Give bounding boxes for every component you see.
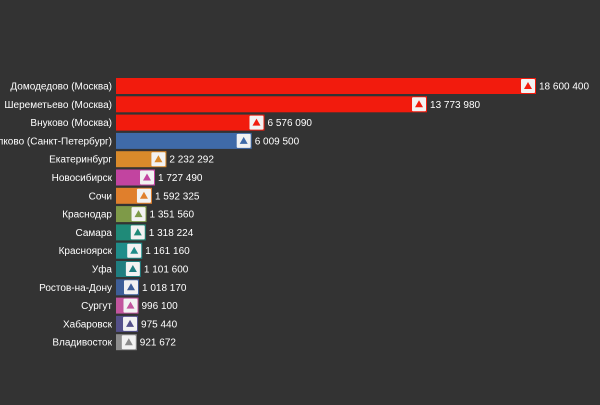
category-label: Красноярск xyxy=(59,246,113,257)
category-label: Шереметьево (Москва) xyxy=(4,100,112,111)
value-label: 921 672 xyxy=(140,338,177,349)
bar-row: Самара 1 318 224 xyxy=(76,224,194,241)
bar-row: Владивосток 921 672 xyxy=(52,334,177,351)
category-label: Домодедово (Москва) xyxy=(10,82,112,93)
airport-logo-icon xyxy=(521,79,535,93)
airport-logo-icon xyxy=(127,243,142,258)
category-label: Екатеринбург xyxy=(49,154,112,166)
value-label: 18 600 400 xyxy=(539,82,589,93)
category-label: Хабаровск xyxy=(63,318,113,330)
airport-logo-icon xyxy=(123,298,138,313)
bar xyxy=(116,132,252,149)
value-label: 996 100 xyxy=(141,301,178,312)
airport-logo-icon xyxy=(236,133,251,148)
value-label: 1 018 170 xyxy=(142,283,187,294)
bar-row: Шереметьево (Москва) 13 773 980 xyxy=(4,96,481,113)
bar-row: Пулково (Санкт-Петербург) 6 009 500 xyxy=(0,132,300,149)
bar-row: Хабаровск 975 440 xyxy=(63,315,178,332)
airport-logo-icon xyxy=(131,207,146,222)
value-label: 1 351 560 xyxy=(150,210,195,221)
bar-row: Красноярск 1 161 160 xyxy=(59,242,190,259)
value-label: 1 592 325 xyxy=(155,191,200,202)
airport-logo-icon xyxy=(249,115,264,130)
airport-logo-icon xyxy=(151,152,166,167)
category-label: Уфа xyxy=(92,264,113,276)
category-label: Владивосток xyxy=(52,338,112,349)
value-label: 6 576 090 xyxy=(267,118,312,129)
category-label: Краснодар xyxy=(62,210,112,221)
airport-logo-icon xyxy=(412,97,427,112)
bar-row: Сургут 996 100 xyxy=(81,297,178,314)
value-label: 1 161 160 xyxy=(145,246,190,257)
airport-logo-icon xyxy=(125,262,140,276)
bar-row: Екатеринбург 2 232 292 xyxy=(49,151,214,168)
airport-logo-icon xyxy=(130,225,145,240)
bar-row: Ростов-на-Дону 1 018 170 xyxy=(39,279,187,296)
category-label: Сургут xyxy=(81,301,112,312)
category-label: Новосибирск xyxy=(52,172,113,184)
bar-row: Уфа 1 101 600 xyxy=(92,261,189,277)
category-label: Самара xyxy=(76,228,113,239)
category-label: Пулково (Санкт-Петербург) xyxy=(0,135,112,147)
bar-row: Внуково (Москва) 6 576 090 xyxy=(30,114,312,131)
value-label: 6 009 500 xyxy=(255,136,300,147)
bar-row: Домодедово (Москва) 18 600 400 xyxy=(10,78,589,94)
bar xyxy=(116,78,536,94)
airport-logo-icon xyxy=(123,316,138,331)
value-label: 13 773 980 xyxy=(430,100,480,111)
bar xyxy=(116,96,428,113)
airport-logo-icon xyxy=(136,188,151,203)
airport-logo-icon xyxy=(123,280,138,295)
bar xyxy=(116,114,265,131)
airport-logo-icon xyxy=(121,335,136,350)
category-label: Сочи xyxy=(89,191,112,202)
bar-row: Краснодар 1 351 560 xyxy=(62,206,195,223)
bar-row: Сочи 1 592 325 xyxy=(89,187,200,204)
airport-logo-icon xyxy=(140,170,155,185)
category-label: Внуково (Москва) xyxy=(30,118,112,129)
bar-row: Новосибирск 1 727 490 xyxy=(52,169,203,186)
value-label: 1 727 490 xyxy=(158,173,203,184)
value-label: 1 101 600 xyxy=(144,265,189,276)
category-label: Ростов-на-Дону xyxy=(39,283,112,294)
value-label: 1 318 224 xyxy=(149,228,194,239)
value-label: 2 232 292 xyxy=(169,155,214,166)
value-label: 975 440 xyxy=(141,319,178,330)
